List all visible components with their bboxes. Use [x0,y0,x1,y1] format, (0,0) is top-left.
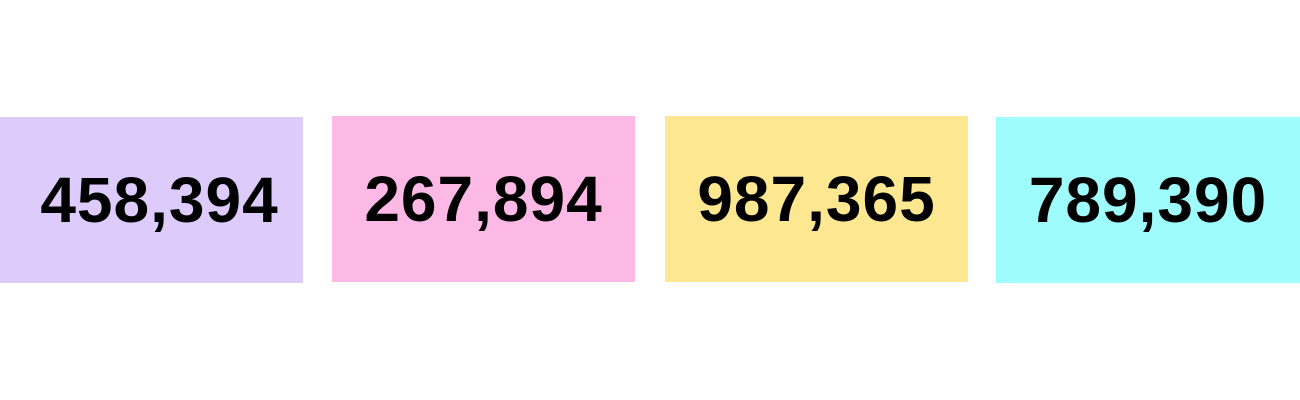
tile-value: 987,365 [697,163,936,235]
number-tile-pink: 267,894 [332,116,635,282]
number-tile-yellow: 987,365 [665,116,968,282]
number-tile-cyan: 789,390 [996,117,1300,283]
tile-value: 789,390 [1028,164,1268,236]
number-tile-purple: 458,394 [0,117,303,283]
tile-value: 267,894 [364,163,603,235]
tile-value: 458,394 [40,164,279,236]
